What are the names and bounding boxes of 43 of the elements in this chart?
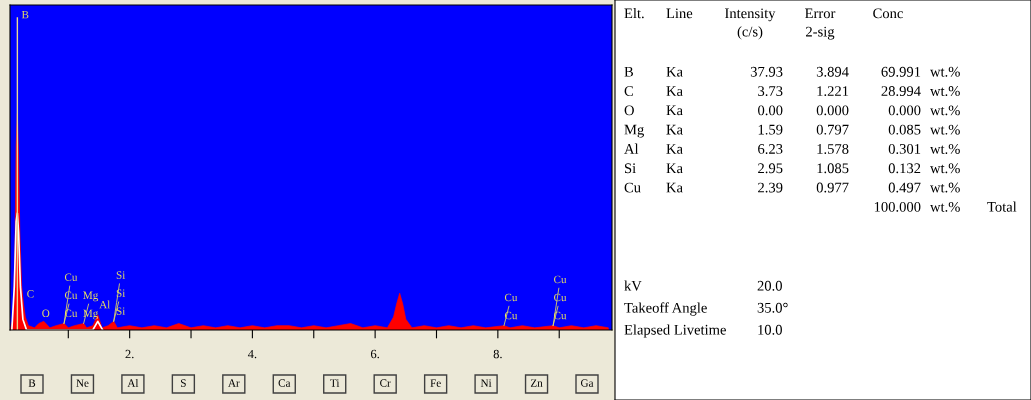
x-tick-label: 8. [493, 349, 502, 359]
text: Takeoff Angle 35.0° [624, 302, 788, 316]
text: S [181, 379, 186, 387]
text: Al Ka 6.23 1.578 0.301 wt.% [624, 143, 960, 154]
annotation: C [27, 290, 34, 298]
text: Fe [430, 379, 441, 387]
annotation: Cu [554, 275, 567, 284]
annotation: Mg [83, 291, 99, 302]
annotation: Cu [504, 293, 518, 302]
text: B Ka 37.93 3.894 69.991 wt.% [624, 66, 960, 77]
text: Ar [228, 379, 240, 387]
annotation: Mg [83, 309, 99, 320]
text: Ne [76, 379, 89, 387]
annotation: Si [116, 307, 126, 315]
x-tick-label: 6. [370, 349, 379, 359]
annotation: Al [99, 300, 111, 309]
text: Ni [480, 379, 492, 387]
annotation: O [42, 309, 50, 318]
text: B [28, 379, 36, 387]
annotation: Cu [554, 293, 567, 302]
annotation: Cu [64, 273, 78, 281]
x-tick-label: 2. [125, 349, 134, 359]
text: O Ka 0.00 0.000 0.000 wt.% [624, 105, 960, 116]
annotation: Cu [64, 291, 78, 300]
text: Cu Ka 2.39 0.977 0.497 wt.% [624, 182, 960, 193]
text: Elapsed Livetime 10.0 [624, 324, 782, 338]
text: C Ka 3.73 1.221 28.994 wt.% [624, 86, 960, 97]
text: kV 20.0 [624, 280, 782, 291]
text: Elt. Line Intensity (c/s) Error 2-sig Conc [624, 8, 903, 40]
annotation: Cu [504, 311, 518, 320]
text: Al [127, 378, 139, 387]
text: Cr [380, 379, 391, 387]
ref-line-label: B [21, 10, 29, 19]
text: 100.000 wt.% Total [874, 201, 1017, 212]
text: Zn [530, 379, 543, 387]
annotation: Si [116, 289, 126, 297]
annotation: Si [116, 271, 126, 279]
text: Mg Ka 1.59 0.797 0.085 wt.% [624, 124, 960, 138]
text: Ga [580, 379, 594, 387]
x-tick-label: 4. [247, 349, 257, 359]
text: Si Ka 2.95 1.085 0.132 wt.% [624, 163, 960, 174]
text: Ca [278, 379, 291, 387]
text: Ti [330, 379, 340, 387]
